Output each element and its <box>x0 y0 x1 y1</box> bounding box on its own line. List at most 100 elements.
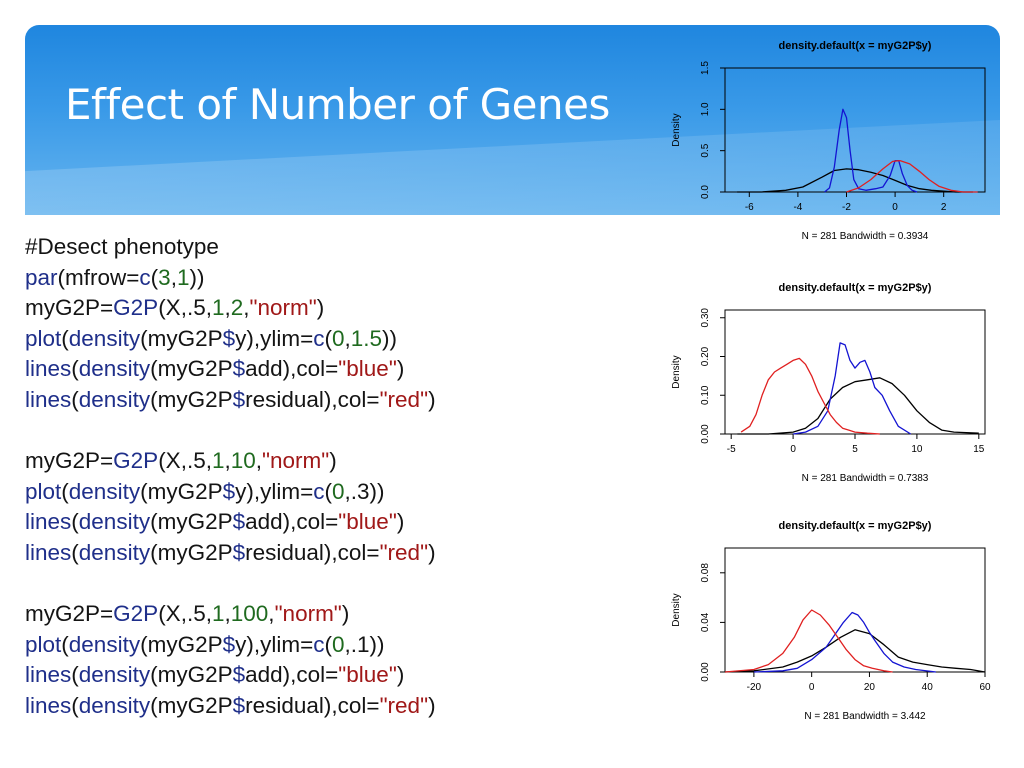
code-token: "norm" <box>262 448 330 474</box>
code-token: (X,.5, <box>158 601 212 627</box>
x-tick-label: 0 <box>790 444 796 455</box>
y-tick-label: 0.00 <box>700 662 711 682</box>
code-token: ( <box>71 386 79 412</box>
code-token: ( <box>61 631 69 657</box>
code-token: , <box>344 325 351 351</box>
code-token: "norm" <box>249 295 317 321</box>
x-tick-label: 15 <box>973 444 985 455</box>
code-token: c <box>313 325 325 351</box>
code-token: 3 <box>158 264 171 290</box>
y-tick-label: 0.10 <box>700 385 711 405</box>
code-token: )) <box>189 264 205 290</box>
plot-frame <box>724 547 986 673</box>
code-line: lines(density(myG2P$add),col="blue") <box>25 507 436 538</box>
code-token: "norm" <box>274 601 342 627</box>
code-token: 1 <box>176 264 190 290</box>
code-token: lines <box>25 386 72 412</box>
code-token: c <box>313 478 325 504</box>
code-token: , <box>224 295 231 321</box>
code-line: lines(density(myG2P$residual),col="red") <box>25 538 436 569</box>
density-line <box>753 611 936 673</box>
code-token: ) <box>396 509 405 535</box>
density-line <box>737 168 973 193</box>
code-token: $ <box>232 386 246 412</box>
y-tick-label: 0.5 <box>700 143 711 157</box>
code-line <box>25 416 436 447</box>
code-line: lines(density(myG2P$add),col="blue") <box>25 660 436 691</box>
density-plot-3: density.default(x = myG2P$y) -20 0 20 40 60 0.… <box>671 520 991 722</box>
code-token: "blue" <box>338 662 397 688</box>
code-line: #Desect phenotype <box>25 232 436 263</box>
code-line: plot(density(myG2P$y),ylim=c(0,1.5)) <box>25 324 436 355</box>
code-token: lines <box>25 692 72 718</box>
code-token: $ <box>222 325 236 351</box>
title-banner <box>25 25 1000 215</box>
code-token: lines <box>25 509 72 535</box>
code-token: , <box>170 264 177 290</box>
code-token: $ <box>222 631 236 657</box>
code-token: add),col= <box>245 356 339 382</box>
x-tick-label: 10 <box>911 444 923 455</box>
code-token: ( <box>71 356 79 382</box>
code-token: y),ylim= <box>235 478 314 504</box>
code-line: plot(density(myG2P$y),ylim=c(0,.3)) <box>25 477 436 508</box>
code-line: lines(density(myG2P$residual),col="red") <box>25 385 436 416</box>
code-token: ) <box>428 386 436 412</box>
code-token: density <box>68 325 141 351</box>
chart-subtitle: N = 281 Bandwidth = 0.7383 <box>802 473 929 484</box>
code-token: lines <box>25 356 72 382</box>
code-token: ( <box>71 539 79 565</box>
code-token: 1.5 <box>350 325 383 351</box>
code-token: , <box>224 448 231 474</box>
y-tick-label: 0.0 <box>700 185 711 199</box>
x-tick-label: -20 <box>747 682 762 693</box>
code-token: (mfrow= <box>57 264 140 290</box>
code-token: ( <box>150 264 159 290</box>
code-line: par(mfrow=c(3,1)) <box>25 263 436 294</box>
density-line <box>740 357 880 435</box>
code-token: 1 <box>211 448 225 474</box>
code-token: density <box>68 478 141 504</box>
chart-title: density.default(x = myG2P$y) <box>779 520 932 532</box>
code-token: ( <box>61 325 69 351</box>
code-token: (myG2P <box>150 692 233 718</box>
code-token: ) <box>396 356 405 382</box>
x-tick-label: 40 <box>922 682 934 693</box>
code-token: (myG2P <box>150 356 233 382</box>
code-token: "red" <box>379 539 429 565</box>
code-token: , <box>243 295 250 321</box>
y-tick-label: 0.08 <box>700 563 711 583</box>
x-tick-label: -6 <box>745 202 754 213</box>
code-token: ( <box>71 662 79 688</box>
code-token: ) <box>396 662 405 688</box>
code-block: #Desect phenotype par(mfrow=c(3,1)) myG2P=… <box>25 232 436 722</box>
code-token: 100 <box>230 601 269 627</box>
code-token: density <box>78 356 151 382</box>
code-token: plot <box>25 325 62 351</box>
code-token: (X,.5, <box>158 448 212 474</box>
density-line <box>724 609 893 673</box>
code-token: ( <box>324 325 332 351</box>
code-token: )) <box>382 325 398 351</box>
code-token: (myG2P <box>140 631 223 657</box>
code-token: "red" <box>379 692 429 718</box>
y-tick-label: 0.04 <box>700 612 711 632</box>
code-token: ,.1)) <box>344 631 385 657</box>
code-token: density <box>78 539 151 565</box>
x-tick-label: -5 <box>727 444 736 455</box>
code-token: , <box>224 601 231 627</box>
code-token: density <box>78 386 151 412</box>
code-token: density <box>78 509 151 535</box>
code-token: ( <box>71 509 79 535</box>
code-line: lines(density(myG2P$residual),col="red") <box>25 691 436 722</box>
density-plot-1: density.default(x = myG2P$y) -6 -4 -2 0 2 0.0 0… <box>671 40 986 242</box>
code-token: density <box>78 692 151 718</box>
code-token: , <box>255 448 263 474</box>
code-token: G2P <box>113 295 159 321</box>
code-token: 2 <box>230 295 244 321</box>
y-tick-label: 1.5 <box>700 61 711 75</box>
code-token: "red" <box>379 386 429 412</box>
code-token: add),col= <box>245 662 339 688</box>
code-token: G2P <box>113 601 159 627</box>
code-token: y),ylim= <box>235 631 314 657</box>
